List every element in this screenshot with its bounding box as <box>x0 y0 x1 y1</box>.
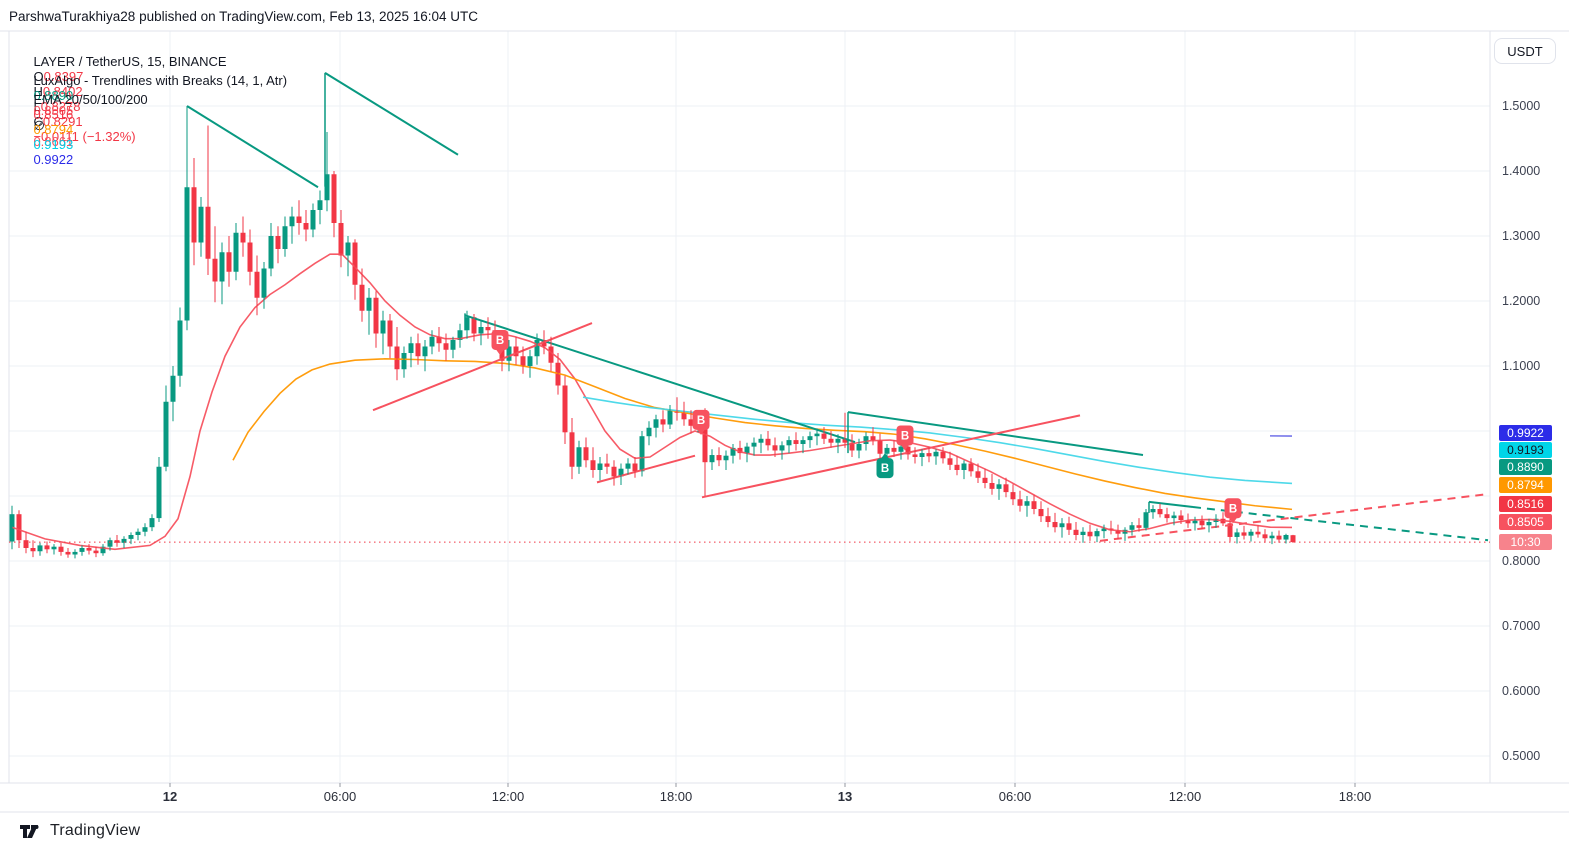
upper-trendline <box>186 105 319 189</box>
tradingview-logo-text: TradingView <box>50 822 141 839</box>
break-label-marker: B <box>692 409 710 435</box>
bar-countdown-label: 10:30 <box>1499 534 1552 550</box>
indicator-title: LuxAlgo - Trendlines with Breaks (14, 1,… <box>33 73 288 88</box>
time-tick-label: 12 <box>162 789 178 804</box>
price-tick-label: 1.2000 <box>1502 294 1541 308</box>
time-tick-label: 18:00 <box>1338 789 1372 804</box>
time-tick-label: 18:00 <box>659 789 693 804</box>
price-tick-label: 0.8000 <box>1502 554 1541 568</box>
tradingview-logo-icon <box>20 824 39 838</box>
time-tick-label: 06:00 <box>998 789 1032 804</box>
price-tick-label: 0.7000 <box>1502 619 1541 633</box>
price-tick-label: 1.1000 <box>1502 359 1541 373</box>
price-tick-label: 1.3000 <box>1502 229 1541 243</box>
trendline-upper-value: 0.8890 <box>33 88 74 103</box>
upper-trendline-projection <box>1192 506 1489 542</box>
open-value: 0.8397 <box>43 69 84 84</box>
ema20-value: 0.8516 <box>33 107 74 122</box>
upper-trendline <box>1148 500 1194 509</box>
ema50-price-label: 0.8794 <box>1499 477 1552 493</box>
ema-title: EMA 20/50/100/200 <box>33 92 148 107</box>
ema200-value: 0.9922 <box>33 152 74 167</box>
break-label-marker: B <box>1224 498 1242 524</box>
lower-trendline-projection <box>1099 493 1489 542</box>
break-label-marker: B <box>491 329 509 355</box>
ema100-price-label: 0.9193 <box>1499 442 1552 458</box>
high-value: 0.8402 <box>42 84 83 99</box>
ema20-price-label: 0.8516 <box>1499 496 1552 512</box>
low-label: L <box>33 99 41 114</box>
break-label-marker: B <box>876 453 894 479</box>
low-value: 0.8278 <box>40 99 81 114</box>
trendline-average-value: 0.8661 <box>33 134 74 149</box>
lower-trendline <box>701 414 1081 499</box>
published-byline: ParshwaTurakhiya28 published on TradingV… <box>9 9 479 24</box>
upper-trendline <box>324 71 459 156</box>
ema50-line <box>232 358 1293 511</box>
symbol-legend-row[interactable]: LAYER / TetherUS, 15, BINANCE O0.8397 H0… <box>19 39 230 159</box>
svg-text:B: B <box>496 335 504 347</box>
ema100-line <box>582 396 1293 485</box>
currency-toggle-button[interactable]: USDT <box>1494 38 1556 64</box>
price-tick-label: 0.5000 <box>1502 749 1541 763</box>
open-label: O <box>33 69 44 84</box>
price-tick-label: 1.5000 <box>1502 99 1541 113</box>
grid-lines <box>9 31 1490 783</box>
close-label: C <box>33 114 43 129</box>
price-tick-label: 1.4000 <box>1502 164 1541 178</box>
change-value: −0.0111 (−1.32%) <box>33 129 136 144</box>
time-tick-label: 13 <box>837 789 853 804</box>
high-label: H <box>33 84 43 99</box>
time-tick-label: 06:00 <box>323 789 357 804</box>
chart-frame <box>0 30 1569 813</box>
ema-indicator-legend-row[interactable]: EMA 20/50/100/200 0.8516 0.8794 0.9193 0… <box>19 77 155 182</box>
lower-trendline <box>596 454 696 484</box>
time-tick-label: 12:00 <box>1168 789 1202 804</box>
svg-text:B: B <box>901 431 909 443</box>
svg-text:B: B <box>697 415 705 427</box>
luxalgo-indicator-legend-row[interactable]: LuxAlgo - Trendlines with Breaks (14, 1,… <box>19 58 294 164</box>
trendline-lower-value: 0.8505 <box>33 103 74 118</box>
trendline-upper-price-label: 0.8890 <box>1499 459 1552 475</box>
time-tick-label: 12:00 <box>491 789 525 804</box>
svg-text:B: B <box>881 463 889 475</box>
trendline-lower-price-label: 0.8505 <box>1499 514 1552 530</box>
price-axis[interactable]: 1.5000 1.4000 1.3000 1.2000 1.1000 0.8000 0.70… <box>1491 31 1569 783</box>
ema50-value: 0.8794 <box>33 122 74 137</box>
close-value: 0.8291 <box>42 114 83 129</box>
average-symbol: ∅ <box>33 118 45 133</box>
upper-trendline <box>464 314 856 444</box>
price-tick-label: 0.6000 <box>1502 684 1541 698</box>
ema200-price-label: 0.9922 <box>1499 425 1552 441</box>
ema20-line <box>11 253 1293 551</box>
lower-trendline <box>372 322 593 412</box>
break-label-marker: B <box>896 425 914 451</box>
symbol-title: LAYER / TetherUS, 15, BINANCE <box>33 54 227 69</box>
svg-text:B: B <box>1229 503 1237 515</box>
ema100-value: 0.9193 <box>33 137 74 152</box>
tradingview-branding: TradingView <box>20 822 140 840</box>
time-axis[interactable]: 12 06:00 12:00 18:00 13 06:00 12:00 18:00 <box>0 783 1569 812</box>
